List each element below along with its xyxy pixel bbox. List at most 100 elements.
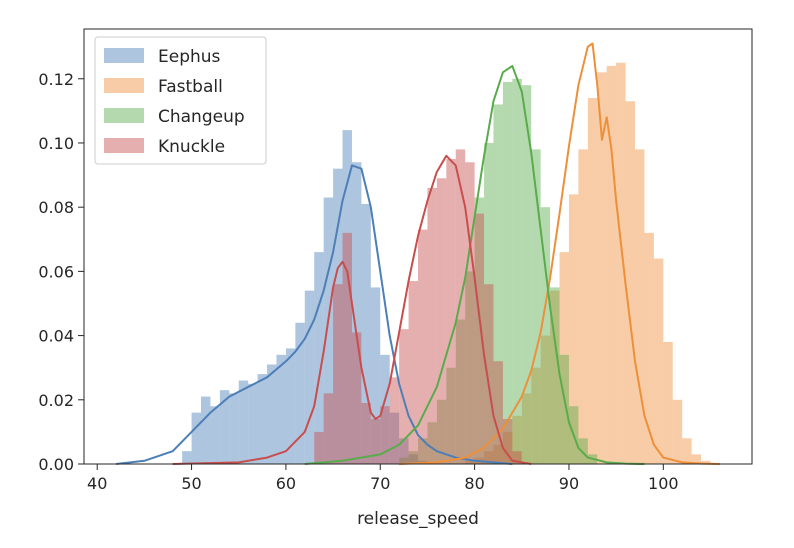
eephus-bar (238, 380, 249, 464)
knuckle-legend-label: Knuckle (158, 137, 225, 157)
fastball-bar (663, 342, 673, 464)
x-tick-label: 40 (87, 474, 107, 493)
changeup-bar (512, 78, 522, 464)
eephus-bar (314, 252, 324, 464)
knuckle-bar (512, 451, 522, 464)
changeup-bar (559, 354, 569, 464)
changeup-bar (540, 207, 551, 465)
legend-box (94, 36, 267, 165)
eephus-bar (191, 412, 201, 464)
knuckle-bar (380, 406, 390, 464)
fastball-bar (625, 101, 636, 464)
changeup-bar (427, 422, 437, 464)
fastball-bar (672, 399, 683, 464)
knuckle-bar (351, 332, 362, 464)
changeup-bar (531, 149, 541, 464)
histogram-bars (182, 62, 711, 465)
fastball-bar (559, 252, 569, 464)
changeup-bar (550, 287, 560, 464)
fastball-bar (512, 415, 522, 464)
plot-frame (83, 28, 753, 465)
y-tick-label: 0.02 (38, 391, 74, 410)
y-tick-label: 0.06 (38, 262, 74, 281)
knuckle-bar (361, 403, 371, 464)
fastball-bar (521, 393, 532, 464)
fastball-bar (502, 431, 513, 464)
eephus-legend-label: Eephus (158, 47, 221, 67)
eephus-bar (219, 390, 230, 464)
changeup-bar (436, 399, 447, 464)
knuckle-bar (446, 159, 456, 464)
changeup-bar (502, 81, 513, 464)
eephus-bar (408, 454, 418, 464)
kde-lines (115, 42, 720, 465)
changeup-bar (408, 451, 418, 464)
eephus-bar (295, 322, 305, 464)
changeup-kde-line (304, 64, 645, 465)
y-tick-label: 0.12 (38, 70, 74, 89)
knuckle-legend-swatch (104, 138, 144, 153)
eephus-bar (267, 364, 277, 464)
eephus-bar (182, 451, 192, 464)
changeup-bar (578, 438, 588, 464)
changeup-bar (521, 85, 532, 465)
fastball-bar (653, 258, 664, 464)
x-tick-label: 50 (181, 474, 201, 493)
eephus-bar (276, 354, 286, 464)
fastball-bar (597, 72, 607, 464)
fastball-bar (540, 335, 551, 464)
knuckle-bar (418, 229, 428, 464)
changeup-bar (493, 104, 503, 464)
changeup-bar (446, 367, 456, 464)
eephus-bar (210, 406, 220, 464)
fastball-bar (682, 438, 692, 464)
knuckle-bar (408, 281, 418, 464)
eephus-bar (285, 348, 296, 464)
x-tick-label: 100 (648, 474, 679, 493)
knuckle-kde-line (172, 154, 532, 465)
eephus-bar (257, 374, 268, 464)
fastball-bar (691, 454, 702, 464)
changeup-legend-label: Changeup (158, 107, 245, 127)
x-axis: 40 50 60 70 80 90 100 (87, 464, 679, 493)
changeup-bar (484, 142, 494, 464)
eephus-bar (333, 168, 343, 464)
y-tick-label: 0.10 (38, 134, 74, 153)
knuckle-bar (314, 431, 324, 464)
knuckle-bar (333, 284, 343, 464)
knuckle-bar (484, 284, 494, 464)
x-tick-label: 90 (559, 474, 579, 493)
x-axis-label: release_speed (357, 509, 479, 529)
knuckle-bar (323, 393, 334, 464)
eephus-bar (389, 412, 400, 464)
y-tick-label: 0.08 (38, 198, 74, 217)
changeup-bar (474, 197, 485, 465)
fastball-bar (578, 149, 588, 464)
knuckle-bar (370, 419, 381, 464)
eephus-bar (229, 393, 239, 464)
eephus-legend-swatch (104, 48, 144, 63)
eephus-bar (399, 438, 409, 464)
fastball-bar (616, 62, 626, 465)
y-axis: 0.00 0.02 0.04 0.06 0.08 0.10 0.12 (38, 70, 84, 474)
eephus-bar (380, 354, 390, 464)
legend: Eephus Fastball Changeup Knuckle (94, 36, 267, 165)
y-tick-label: 0.00 (38, 455, 74, 474)
fastball-bar (531, 367, 541, 464)
fastball-bar (484, 451, 494, 464)
changeup-legend-swatch (104, 108, 144, 123)
fastball-bar (568, 194, 579, 464)
eephus-bar (370, 287, 381, 464)
x-tick-label: 70 (370, 474, 390, 493)
knuckle-bar (465, 162, 475, 465)
x-tick-label: 80 (464, 474, 484, 493)
fastball-legend-label: Fastball (158, 77, 223, 97)
eephus-bar (248, 383, 258, 464)
eephus-kde-line (115, 164, 513, 465)
eephus-bar (304, 290, 315, 464)
fastball-bar (587, 98, 598, 465)
y-tick-label: 0.04 (38, 327, 74, 346)
eephus-bar (200, 396, 211, 464)
